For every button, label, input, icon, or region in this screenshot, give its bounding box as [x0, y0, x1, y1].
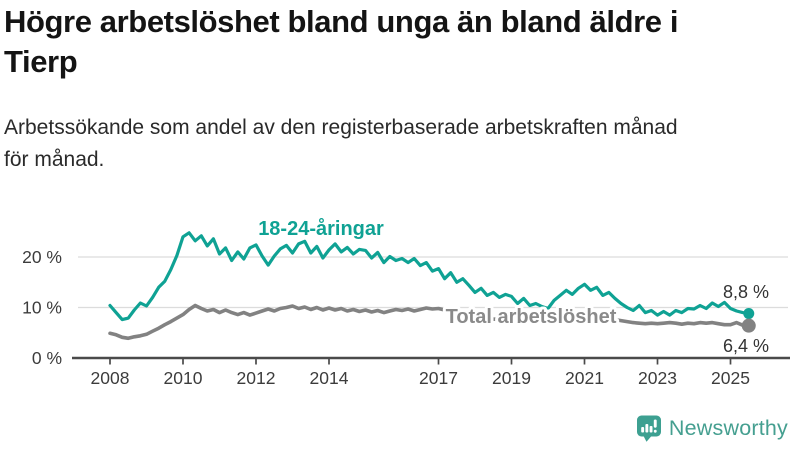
x-tick-label-2023: 2023 [638, 368, 677, 388]
title-line-2: Tierp [4, 44, 78, 79]
y-tick-label-10: 10 % [22, 298, 62, 318]
end-value-label-18-24: 8,8 % [723, 282, 769, 302]
end-value-label-total: 6,4 % [723, 336, 769, 356]
series-labels-layer: 18-24-åringar Total arbetslöshet 8,8 % 6… [255, 214, 769, 356]
series-lines-layer [108, 231, 756, 341]
end-marker-18-24-aringar [743, 308, 755, 320]
series-label-18-24: 18-24-åringar [258, 217, 384, 240]
subtitle-line-1: Arbetssökande som andel av den registerb… [4, 116, 678, 139]
x-tick-label-2014: 2014 [310, 368, 349, 388]
y-tick-label-0: 0 % [32, 348, 62, 368]
x-tick-label-2017: 2017 [419, 368, 458, 388]
chart-subtitle: Arbetssökande som andel av den registerb… [4, 112, 798, 176]
series-line-total-arbetsloshet [108, 303, 751, 341]
footer-brand: Newsworthy [636, 415, 788, 442]
x-tick-label-2019: 2019 [492, 368, 531, 388]
end-marker-total-arbetsloshet [741, 318, 756, 333]
subtitle-line-2: för månad. [4, 148, 105, 171]
x-tick-label-2025: 2025 [711, 368, 750, 388]
page-title: Högre arbetslöshet bland unga än bland ä… [4, 2, 798, 82]
series-line-18-24-aringar [108, 231, 751, 322]
title-line-1: Högre arbetslöshet bland unga än bland ä… [4, 4, 679, 39]
axis-layer: 0 % 10 % 20 % 2008 2010 2012 2014 2017 2019 2021 2… [22, 247, 790, 388]
newsworthy-logo-icon [636, 415, 661, 442]
x-tick-label-2008: 2008 [91, 368, 130, 388]
x-tick-label-2012: 2012 [237, 368, 276, 388]
x-tick-label-2021: 2021 [565, 368, 604, 388]
x-tick-label-2010: 2010 [164, 368, 203, 388]
series-label-total: Total arbetslöshet [446, 306, 617, 328]
brand-name: Newsworthy [668, 416, 788, 440]
y-tick-label-20: 20 % [22, 247, 62, 267]
